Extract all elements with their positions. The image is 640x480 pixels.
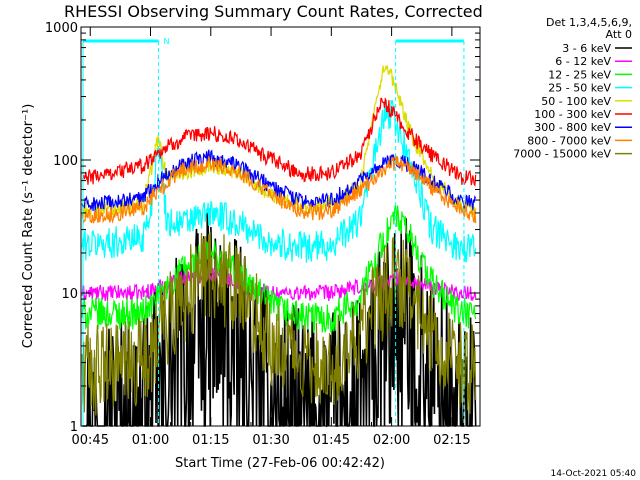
legend-label-2: 6 - 12 keV [555,55,611,68]
legend-label-6: 100 - 300 keV [534,108,611,121]
legend-label-8: 800 - 7000 keV [527,134,611,147]
x-tick-label: 00:45 [72,433,109,448]
y-tick-label: 10 [61,287,78,302]
x-tick-label: 01:45 [313,433,350,448]
series-line-3 [81,205,477,333]
legend-label-5: 50 - 100 keV [541,95,611,108]
plot-frame [80,26,481,427]
legend-header-line-2: Att 0 [606,28,632,41]
y-axis-label: Corrected Count Rate (s⁻¹ detector⁻¹) [21,104,36,349]
series-line-6 [81,97,477,187]
series-layer [81,65,477,428]
x-tick-label: 01:00 [132,433,169,448]
x-tick-label: 01:30 [252,433,289,448]
axis-ticks: 00:45 01:00 01:15 01:30 01:45 02:00 02:15 1 10 10… [45,21,480,448]
y-tick-label: 1000 [45,21,78,36]
x-axis-label: Start Time (27-Feb-06 00:42:42) [175,456,385,471]
timestamp: 14-Oct-2021 05:40 [551,469,637,479]
x-tick-label: 02:00 [373,433,410,448]
legend-label-7: 300 - 800 keV [534,121,611,134]
night-markers: N [82,37,465,426]
chart-title: RHESSI Observing Summary Count Rates, Co… [64,2,483,21]
x-tick-label: 02:15 [433,433,470,448]
series-line-8 [81,153,477,224]
night-marker-label: N [164,37,170,46]
legend-label-4: 25 - 50 keV [548,82,611,95]
y-tick-label: 1 [70,420,78,435]
legend-label-9: 7000 - 15000 keV [513,148,611,161]
series-line-9 [81,231,477,416]
legend-label-3: 12 - 25 keV [548,68,611,81]
legend-header-line-1: Det 1,3,4,5,6,9, [546,16,632,29]
legend-label-1: 3 - 6 keV [562,42,611,55]
series-line-4 [81,99,477,263]
y-tick-label: 100 [53,154,78,169]
x-tick-label: 01:15 [192,433,229,448]
